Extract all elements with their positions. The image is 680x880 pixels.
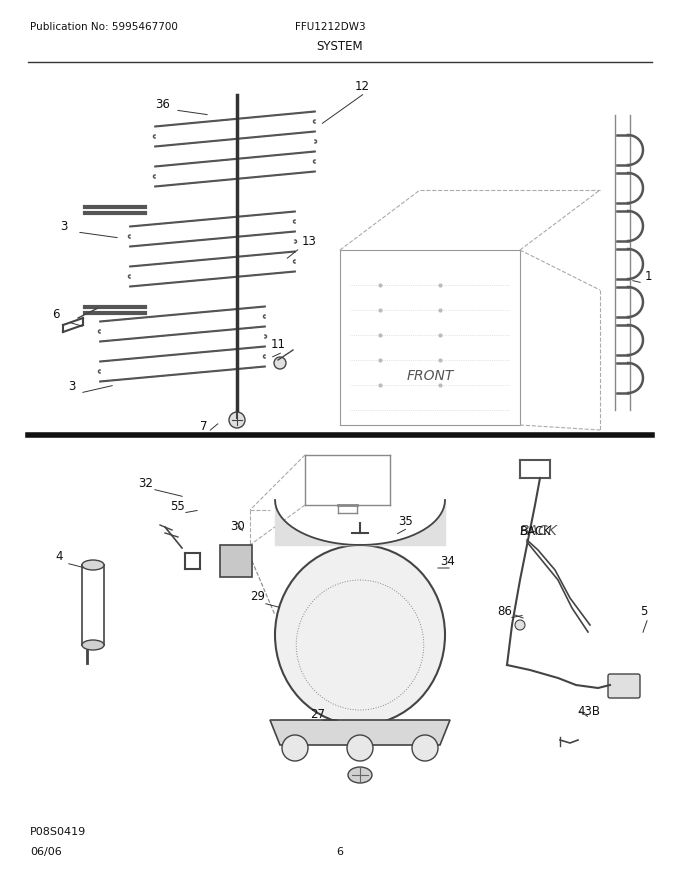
Text: Publication No: 5995467700: Publication No: 5995467700: [30, 22, 178, 32]
Text: 3: 3: [68, 380, 75, 393]
Text: BACK: BACK: [520, 525, 551, 538]
FancyBboxPatch shape: [220, 545, 252, 577]
Circle shape: [282, 735, 308, 761]
Text: 13: 13: [302, 235, 317, 248]
Polygon shape: [270, 720, 450, 745]
Text: 5: 5: [640, 605, 647, 618]
FancyBboxPatch shape: [608, 674, 640, 698]
Text: 29: 29: [250, 590, 265, 603]
Text: 27: 27: [310, 708, 325, 721]
Text: FRONT: FRONT: [407, 369, 454, 383]
Text: FFU1212DW3: FFU1212DW3: [295, 22, 366, 32]
Text: SYSTEM: SYSTEM: [317, 40, 363, 53]
Text: 4: 4: [55, 550, 63, 563]
Circle shape: [347, 735, 373, 761]
Text: 30: 30: [230, 520, 245, 533]
Text: 3: 3: [60, 220, 67, 233]
Text: 43B: 43B: [577, 705, 600, 718]
Ellipse shape: [82, 640, 104, 650]
Circle shape: [274, 357, 286, 369]
Text: 11: 11: [271, 338, 286, 351]
Text: 06/06: 06/06: [30, 847, 62, 857]
Text: 6: 6: [52, 308, 60, 321]
Text: 1: 1: [645, 270, 653, 283]
Text: 32: 32: [138, 477, 153, 490]
Text: BACK: BACK: [520, 524, 558, 538]
Ellipse shape: [275, 545, 445, 725]
Circle shape: [515, 620, 525, 630]
Text: 6: 6: [337, 847, 343, 857]
Text: 86: 86: [497, 605, 512, 618]
Ellipse shape: [82, 560, 104, 570]
Text: 12: 12: [355, 80, 370, 93]
Circle shape: [229, 412, 245, 428]
Text: 7: 7: [200, 420, 207, 433]
Text: 55: 55: [170, 500, 185, 513]
Text: 36: 36: [155, 98, 170, 111]
Text: 35: 35: [398, 515, 413, 528]
Text: P08S0419: P08S0419: [30, 827, 86, 837]
Circle shape: [412, 735, 438, 761]
Ellipse shape: [348, 767, 372, 783]
Text: 34: 34: [440, 555, 455, 568]
